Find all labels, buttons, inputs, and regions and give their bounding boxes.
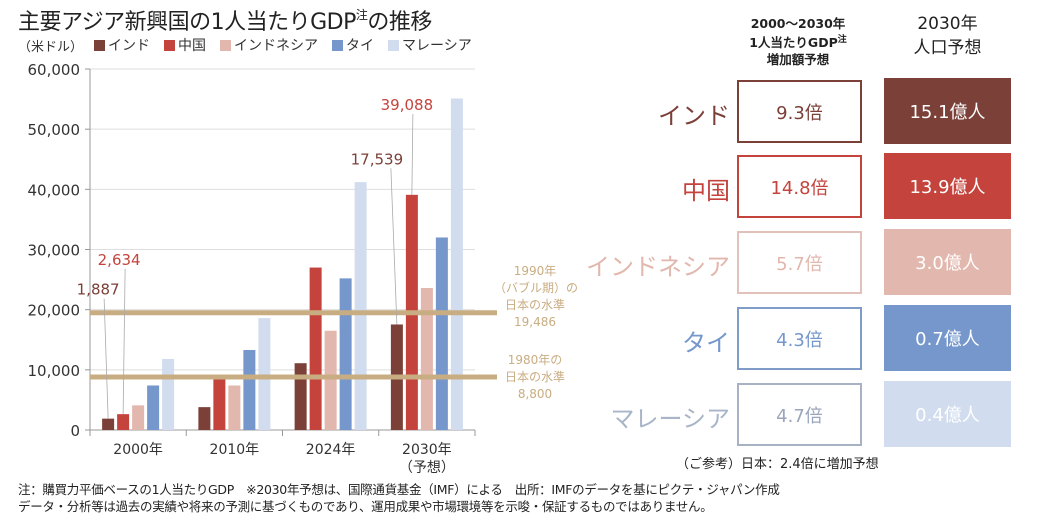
x-tick-label: 2030年 — [402, 442, 452, 458]
legend-swatch — [220, 39, 231, 51]
population-malaysia: 0.4億人 — [884, 381, 1011, 447]
y-tick-label: 50,000 — [28, 121, 81, 139]
bar-thailand-1 — [147, 385, 160, 430]
reference-label-line: 19,486 — [514, 315, 556, 329]
gdp-header-line-1: 2000〜2030年 — [750, 16, 846, 31]
bar-thailand-3 — [339, 278, 352, 430]
legend: インド 中国 インドネシア タイ マレーシア — [94, 35, 472, 55]
bar-india-2 — [198, 407, 211, 430]
legend-item-indonesia: インドネシア — [220, 35, 318, 55]
title-suffix: の推移 — [367, 10, 432, 35]
y-tick-label: 40,000 — [28, 181, 81, 199]
bar-china-3 — [309, 267, 322, 430]
legend-label: タイ — [346, 38, 374, 54]
reference-label-line: 日本の水準 — [504, 370, 565, 384]
gdp-growth-header: 2000〜2030年 1人当たりGDP注 増加額予想 — [728, 15, 868, 68]
pop-header-line-2: 人口予想 — [913, 38, 982, 58]
population-indonesia: 3.0億人 — [884, 229, 1011, 295]
reference-label-line: 1990年 — [513, 264, 557, 278]
y-tick-label: 20,000 — [28, 302, 81, 320]
x-tick-label: 2000年 — [113, 442, 163, 458]
legend-label: マレーシア — [402, 38, 472, 54]
chart-title: 主要アジア新興国の1人当たりGDP注の推移 — [18, 4, 432, 36]
data-label-china-2030: 39,088 — [381, 96, 434, 114]
bar-china-2 — [213, 378, 226, 430]
y-axis-unit: （米ドル） — [18, 40, 84, 55]
gdp-multiple-indonesia: 5.7倍 — [737, 231, 862, 294]
legend-item-china: 中国 — [164, 35, 206, 55]
leader-line — [411, 114, 414, 195]
gdp-header-line-3: 増加額予想 — [766, 52, 830, 68]
country-label-india: インド — [658, 102, 730, 130]
pop-header-line-1: 2030年 — [917, 14, 978, 34]
y-tick-label: 10,000 — [28, 362, 81, 380]
bar-indonesia-4 — [420, 288, 433, 430]
bar-china-1 — [117, 414, 130, 430]
bar-malaysia-1 — [162, 359, 175, 430]
population-india: 15.1億人 — [884, 78, 1011, 144]
x-tick-label: 2010年 — [210, 442, 260, 458]
legend-item-thailand: タイ — [332, 35, 374, 55]
bar-indonesia-1 — [132, 405, 145, 430]
bar-indonesia-3 — [324, 330, 337, 430]
bar-malaysia-2 — [258, 318, 271, 430]
legend-item-india: インド — [94, 35, 150, 55]
gdp-header-line-2-text: 1人当たりGDP — [749, 35, 838, 51]
y-tick-label: 30,000 — [28, 242, 81, 260]
legend-label: 中国 — [178, 38, 206, 54]
gdp-multiple-india: 9.3倍 — [737, 80, 862, 143]
population-header: 2030年 人口予想 — [885, 12, 1010, 60]
footnote-2: データ・分析等は過去の実績や将来の予測に基づくものであり、運用成果や市場環境等を… — [18, 499, 713, 514]
legend-label: インドネシア — [234, 38, 318, 54]
leader-line — [122, 268, 126, 415]
bar-indonesia-2 — [228, 385, 241, 430]
y-tick-label: 0 — [70, 422, 80, 440]
reference-label-2: 1980年の 日本の水準 8,800 — [494, 352, 576, 403]
gdp-multiple-thailand: 4.3倍 — [737, 307, 862, 370]
reference-label-1: 1990年 （バブル期）の 日本の水準 19,486 — [494, 263, 579, 331]
reference-label-line: 8,800 — [517, 387, 553, 401]
bar-thailand-4 — [435, 237, 448, 430]
title-note-mark: 注 — [355, 8, 368, 22]
reference-label-line: 日本の水準 — [504, 298, 565, 312]
legend-label: インド — [108, 38, 150, 54]
legend-swatch — [94, 39, 105, 51]
population-china: 13.9億人 — [884, 153, 1011, 219]
x-tick-label: 2024年 — [306, 442, 356, 458]
reference-label-line: （バブル期）の — [494, 281, 579, 295]
gdp-multiple-malaysia: 4.7倍 — [737, 383, 862, 446]
bar-thailand-2 — [243, 349, 256, 430]
legend-swatch — [332, 39, 343, 51]
reference-label-line: 1980年の — [507, 353, 563, 367]
bar-india-1 — [102, 418, 115, 430]
footnote-1: 注：購買力平価ベースの1人当たりGDP ※2030年予想は、国際通貨基金（IMF… — [18, 482, 780, 497]
population-thailand: 0.7億人 — [884, 305, 1011, 371]
legend-swatch — [164, 39, 175, 51]
data-label-china-2000: 2,634 — [98, 251, 141, 269]
data-label-india-2000: 1,887 — [77, 281, 120, 299]
bar-malaysia-4 — [450, 98, 463, 431]
bar-chart: 0 10,000 20,000 30,000 40,000 50,000 60,000 200… — [28, 61, 497, 475]
gdp-header-line-2: 1人当たりGDP注 — [728, 32, 868, 51]
legend-swatch — [388, 39, 399, 51]
country-label-thailand: タイ — [682, 329, 730, 357]
data-label-india-2030: 17,539 — [351, 150, 404, 168]
country-label-china: 中国 — [682, 177, 730, 205]
legend-item-malaysia: マレーシア — [388, 35, 472, 55]
japan-reference-note: （ご参考）日本：2.4倍に増加予想 — [676, 457, 879, 472]
y-tick-label: 60,000 — [28, 61, 81, 79]
gdp-multiple-china: 14.8倍 — [737, 155, 862, 218]
gdp-header-note-mark: 注 — [837, 35, 847, 45]
x-tick-sublabel: （予想） — [399, 460, 455, 475]
leader-line — [390, 168, 398, 325]
bar-malaysia-3 — [354, 182, 367, 430]
bar-india-3 — [294, 363, 307, 430]
country-label-malaysia: マレーシア — [610, 405, 730, 433]
country-label-indonesia: インドネシア — [586, 253, 730, 281]
title-main: 主要アジア新興国の1人当たりGDP — [18, 10, 356, 35]
leader-line — [103, 298, 109, 419]
